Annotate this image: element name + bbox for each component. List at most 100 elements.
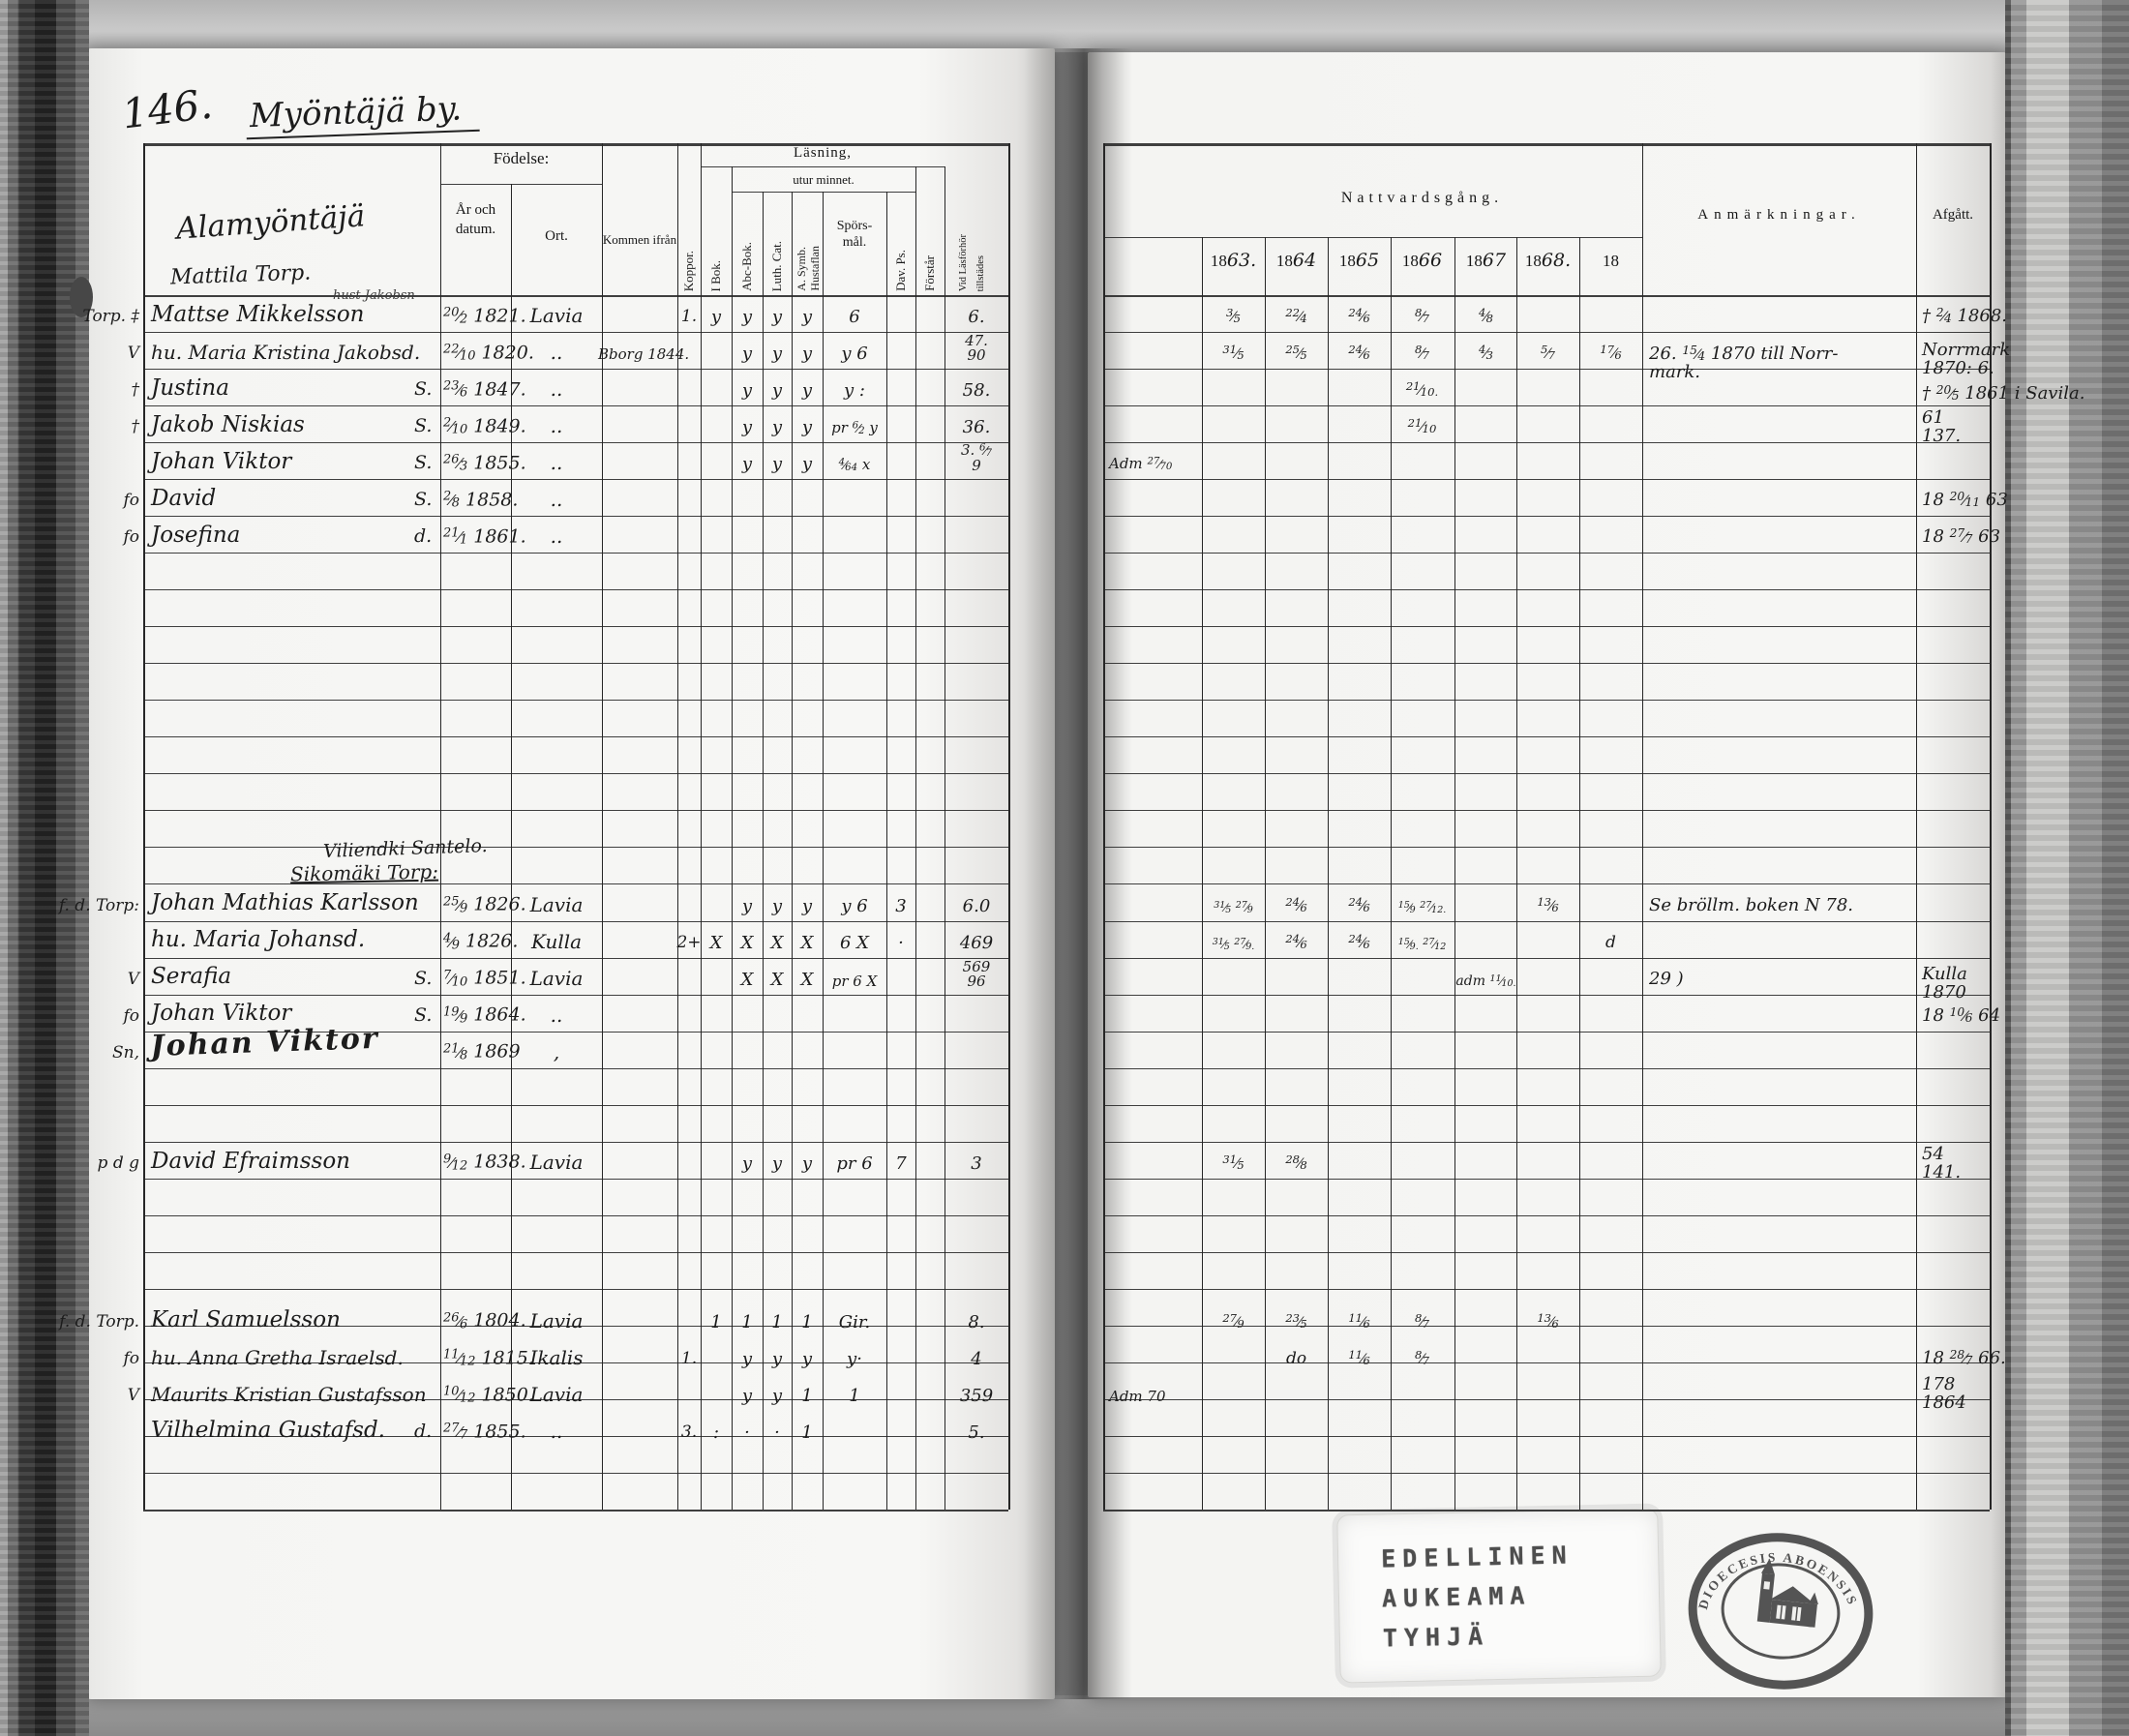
row-communion-date: 8⁄7: [1415, 306, 1429, 326]
row-communion-date: 24⁄6: [1348, 343, 1370, 363]
row-arrived-from: Bborg 1844.: [598, 345, 690, 364]
row-communion-date: 4⁄8: [1479, 306, 1493, 326]
row-margin-note: p d g: [97, 1152, 139, 1173]
row-departed: 18 28⁄7 66.: [1922, 1347, 2006, 1368]
row-birth-date: 21⁄8 1869: [443, 1040, 521, 1063]
row-communion-date: d: [1605, 932, 1616, 952]
row-departed: † 20⁄5 1861 i Savila.: [1922, 383, 2085, 404]
row-remark: 29 ): [1649, 968, 1684, 989]
row-communion-date: 28⁄8: [1285, 1152, 1307, 1173]
row-reading-mark: y: [801, 895, 813, 916]
grid-line-h: [143, 295, 1008, 297]
header-afgatt: Afgått.: [1932, 207, 1974, 223]
row-communion-date: 27⁄9: [1222, 1311, 1244, 1332]
village-title: Myöntäjä by.: [245, 88, 480, 140]
grid-line-h: [1103, 773, 1990, 774]
grid-line-h: [143, 810, 1008, 811]
row-margin-note: f. d. Torp.: [59, 1312, 139, 1332]
row-departed: 18 27⁄7 63: [1922, 526, 2001, 548]
grid-line-v: [1454, 237, 1455, 1510]
scan-edge-top: [0, 0, 2129, 52]
row-birth-place: ..: [550, 377, 563, 402]
row-margin-note: f. d. Torp:: [58, 895, 139, 915]
row-reading-mark: X: [770, 932, 784, 953]
row-reading-mark: y: [741, 380, 753, 402]
row-reading-mark: 569 96: [962, 957, 991, 990]
grid-line-h: [143, 589, 1008, 590]
row-communion-date: 31⁄5 27⁄9: [1214, 899, 1253, 915]
grid-line-v: [1265, 237, 1266, 1510]
row-reading-mark: y: [710, 307, 722, 328]
diocese-seal: DIOECESIS ABOENSIS: [1688, 1533, 1874, 1690]
row-birth-place: Kulla: [530, 929, 583, 953]
row-birth-place: Lavia: [529, 1382, 584, 1406]
row-communion-margin-note: Adm 70: [1109, 1388, 1166, 1406]
grid-line-v: [1103, 143, 1105, 1510]
grid-line-v: [915, 166, 916, 1510]
row-name-suffix: S.: [414, 967, 433, 989]
row-reading-mark: y: [771, 1385, 783, 1406]
row-person-name: Johan Viktor: [151, 449, 292, 475]
grid-line-h: [143, 1289, 1008, 1290]
grid-line-v: [823, 192, 824, 1510]
grid-line-h: [143, 1510, 1008, 1512]
row-departed: Kulla 1870: [1922, 963, 1967, 1003]
row-margin-note: V: [127, 969, 139, 989]
row-name-suffix: S.: [414, 452, 433, 474]
scan-edge-bottom: [0, 1695, 2129, 1736]
row-reading-mark: y: [741, 1348, 753, 1369]
row-birth-date: 25⁄9 1826.: [443, 893, 526, 915]
row-reading-mark: y: [741, 344, 753, 365]
row-reading-mark: y·: [847, 1348, 862, 1369]
grid-line-h: [1103, 1215, 1990, 1216]
row-reading-mark: 1: [710, 1311, 722, 1332]
row-reading-mark: y: [741, 454, 753, 475]
row-person-name: Mattse Mikkelsson: [151, 301, 365, 327]
grid-line-h: [143, 1105, 1008, 1106]
header-col-asymb: A. Symb.: [795, 247, 808, 291]
grid-line-h: [1103, 1473, 1990, 1474]
grid-line-v: [1579, 237, 1580, 1510]
row-communion-date: 13⁄6: [1537, 1311, 1559, 1332]
row-departed: 18 10⁄6 64: [1922, 1004, 2001, 1026]
header-col-forstar: Förstår: [922, 255, 937, 291]
row-person-name: Johan Viktor: [149, 1021, 380, 1064]
name-column-subheading: Mattila Torp.: [169, 260, 312, 290]
grid-line-h: [1103, 1399, 1990, 1400]
header-col-luthcat: Luth. Cat.: [769, 240, 784, 291]
grid-line-h: [143, 1252, 1008, 1253]
row-reading-mark: X: [740, 969, 754, 990]
grid-line-v: [677, 143, 678, 1510]
row-reading-mark: y: [801, 344, 813, 365]
row-name-annotation: hust Jakobsn: [333, 288, 415, 304]
grid-line-h: [1103, 143, 1990, 146]
grid-line-h: [143, 143, 1008, 146]
row-communion-date: 24⁄6: [1348, 894, 1370, 914]
row-communion-date: 22⁄4: [1285, 306, 1307, 326]
row-name-suffix: S.: [414, 1003, 433, 1026]
grid-line-v: [701, 143, 702, 1510]
grid-line-h: [143, 1326, 1008, 1327]
church-icon: [1756, 1558, 1818, 1628]
row-communion-date: 8⁄7: [1415, 343, 1429, 363]
header-nattvardsgang: Nattvardsgång.: [1340, 190, 1504, 206]
grid-line-v: [1328, 237, 1329, 1510]
row-person-name: Justina: [151, 374, 229, 401]
row-name-suffix: S.: [414, 415, 433, 437]
row-reading-mark: ·: [744, 1422, 750, 1443]
row-person-name: Vilhelmina Gustafsd.: [151, 1417, 385, 1443]
header-col-abcbok: Abc-Bok.: [739, 242, 754, 291]
grid-line-h: [1103, 995, 1990, 996]
row-communion-date: 24⁄6: [1285, 894, 1307, 914]
grid-line-h: [1103, 883, 1990, 884]
row-smallpox-mark: 1.: [680, 307, 698, 327]
grid-line-h: [143, 1399, 1008, 1400]
row-communion-date: 3⁄5: [1226, 306, 1241, 326]
header-year-4: 1867: [1465, 250, 1507, 271]
section-heading: Sikomäki Torp:: [289, 859, 439, 886]
row-reading-mark: 47. 90: [965, 332, 988, 365]
row-reading-mark: y: [771, 454, 783, 475]
grid-line-h: [1103, 1068, 1990, 1069]
row-reading-mark: pr 6: [836, 1152, 873, 1174]
row-communion-date: 21⁄10: [1407, 416, 1437, 436]
